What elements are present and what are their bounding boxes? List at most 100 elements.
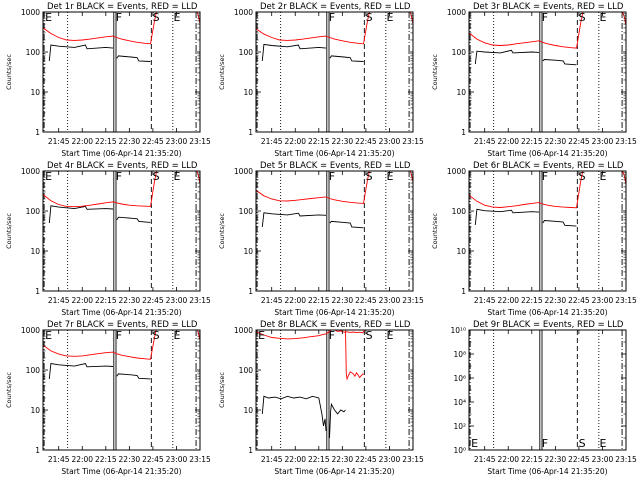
plot-area [256,330,410,450]
marker-label-F: F [116,329,122,342]
events-line-2 [116,373,151,380]
x-tick-label: 22:00 [497,137,519,146]
marker-label-E: E [600,170,607,183]
x-tick-label: 23:00 [166,296,188,305]
x-tick-label: 22:00 [284,455,306,464]
x-tick-label: 22:00 [497,455,519,464]
y-tick-label: 10⁴ [453,398,466,407]
x-tick-label: 23:00 [166,137,188,146]
y-tick-label: 10¹⁰ [450,326,466,335]
lld-line-1 [43,12,200,45]
y-tick-label: 10 [243,406,253,415]
marker-label-F: F [542,437,548,450]
events-line-1 [48,362,114,379]
x-tick-label: 22:30 [545,455,567,464]
x-tick-label: 22:30 [119,455,141,464]
x-axis-label: Start Time (06-Apr-14 21:35:20) [61,308,181,317]
lld-line-2 [345,330,364,381]
y-tick-label: 100 [452,48,467,57]
x-tick-label: 21:45 [474,137,496,146]
y-tick-label: 10⁰ [453,446,466,455]
x-tick-label: 23:15 [615,137,637,146]
panel-title: Det 1r BLACK = Events, RED = LLD [47,2,198,12]
events-line-2 [329,55,364,62]
y-tick-label: 1000 [447,167,466,176]
x-tick-label: 23:15 [189,455,211,464]
chart-panel-6: Det 6r BLACK = Events, RED = LLD Start Ti… [431,161,637,317]
x-axis-label: Start Time (06-Apr-14 21:35:20) [274,308,394,317]
x-tick-label: 23:15 [402,455,424,464]
marker-label-S: S [366,170,373,183]
plot-area [43,171,200,291]
x-tick-label: 21:45 [474,455,496,464]
marker-label-F: F [542,11,548,24]
marker-label-E: E [174,11,181,24]
y-axis-label: Counts/sec [218,213,226,249]
y-tick-label: 10 [243,247,253,256]
events-line-2 [329,220,364,229]
x-tick-label: 22:15 [521,137,543,146]
events-line-1 [261,43,327,61]
events-line-1 [48,205,114,224]
marker-label-F: F [116,11,122,24]
y-axis-label: Counts/sec [5,54,13,90]
y-tick-label: 1 [461,128,466,137]
y-tick-label: 1000 [234,8,253,17]
x-tick-label: 23:15 [615,455,637,464]
x-tick-label: 23:00 [592,137,614,146]
chart-panel-7: Det 7r BLACK = Events, RED = LLD Start Ti… [5,320,211,476]
x-tick-label: 22:00 [497,296,519,305]
x-tick-label: 22:15 [95,137,117,146]
x-tick-label: 22:15 [308,296,330,305]
events-line-2 [542,59,577,66]
plot-frame [42,170,201,292]
y-tick-label: 10⁸ [453,350,466,359]
events-line-2 [116,216,151,223]
x-tick-label: 22:30 [545,296,567,305]
x-tick-label: 23:15 [615,296,637,305]
x-tick-label: 23:15 [402,296,424,305]
x-tick-label: 22:15 [521,296,543,305]
x-axis-label: Start Time (06-Apr-14 21:35:20) [274,467,394,476]
y-tick-label: 1000 [21,167,40,176]
x-tick-label: 22:45 [142,137,164,146]
panel-title: Det 9r BLACK = Events, RED = LLD [473,320,624,330]
x-tick-label: 23:00 [592,296,614,305]
marker-label-E: E [471,437,478,450]
marker-label-S: S [579,170,586,183]
x-tick-label: 23:15 [402,137,424,146]
marker-label-F: F [329,170,335,183]
x-tick-label: 21:45 [48,137,70,146]
lld-line-1 [469,12,626,49]
marker-label-F: F [329,329,335,342]
plot-frame [255,329,414,451]
plot-area [469,171,626,291]
events-line-2 [116,55,151,62]
panel-title: Det 2r BLACK = Events, RED = LLD [260,2,411,12]
y-tick-label: 100 [239,48,254,57]
chart-panel-3: Det 3r BLACK = Events, RED = LLD Start Ti… [431,2,637,158]
lld-line-1 [256,330,366,340]
marker-label-S: S [366,11,373,24]
y-tick-label: 1000 [234,326,253,335]
chart-panel-9: Det 9r BLACK = Events, RED = LLD Start Ti… [450,320,637,476]
y-tick-label: 100 [26,48,41,57]
plot-frame [255,11,414,133]
x-tick-label: 22:30 [119,137,141,146]
panel-title: Det 8r BLACK = Events, RED = LLD [260,320,411,330]
events-line-1 [261,212,327,227]
x-tick-label: 23:00 [379,455,401,464]
y-tick-label: 10 [456,88,466,97]
marker-label-S: S [153,11,160,24]
x-axis-label: Start Time (06-Apr-14 21:35:20) [61,149,181,158]
events-line-1 [261,395,327,431]
x-tick-label: 22:45 [568,137,590,146]
events-line-1 [474,208,540,225]
marker-label-S: S [366,329,373,342]
events-line-1 [474,49,540,65]
y-tick-label: 100 [452,207,467,216]
y-tick-label: 1 [461,287,466,296]
plot-area [469,12,626,132]
plot-frame [468,11,627,133]
x-tick-label: 22:30 [332,296,354,305]
